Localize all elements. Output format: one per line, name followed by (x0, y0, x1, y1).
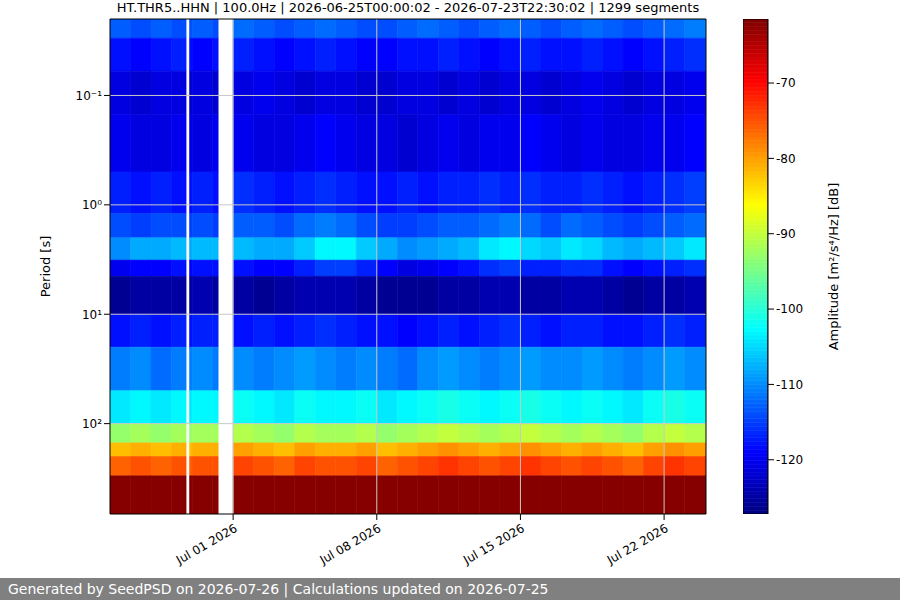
svg-text:Jul 08 2026: Jul 08 2026 (317, 521, 384, 568)
svg-text:Jul 01 2026: Jul 01 2026 (173, 521, 240, 568)
svg-text:Period [s]: Period [s] (38, 236, 53, 298)
svg-text:10⁰: 10⁰ (82, 198, 102, 212)
svg-text:10⁻¹: 10⁻¹ (76, 89, 103, 103)
svg-text:Jul 15 2026: Jul 15 2026 (460, 521, 527, 568)
html-text:HT.THR5..HHN | 100.0Hz | 2026-: HT.THR5..HHN | 100.0Hz | 2026-06-25T00:0… (116, 0, 700, 15)
svg-text:-70: -70 (776, 76, 796, 90)
svg-text:10¹: 10¹ (82, 308, 102, 322)
svg-text:-110: -110 (776, 378, 803, 392)
svg-text:-90: -90 (776, 227, 796, 241)
svg-text:Amplitude [m²/s⁴/Hz] [dB]: Amplitude [m²/s⁴/Hz] [dB] (826, 183, 841, 351)
svg-text:10²: 10² (82, 417, 102, 431)
svg-text:Jul 22 2026: Jul 22 2026 (604, 521, 671, 568)
svg-text:-80: -80 (776, 152, 796, 166)
svg-text:-120: -120 (776, 453, 803, 467)
svg-text:-100: -100 (776, 302, 803, 316)
html-text:Generated by SeedPSD on 2026-0: Generated by SeedPSD on 2026-07-26 | Cal… (8, 581, 549, 597)
